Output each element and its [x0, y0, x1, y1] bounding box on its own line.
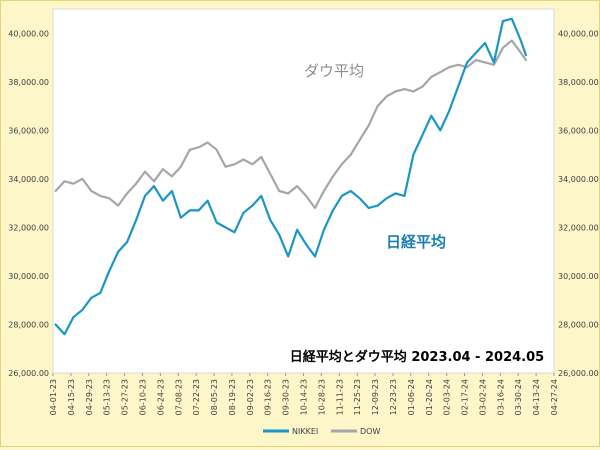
y-tick-label-left: 40,000.00 — [8, 29, 49, 38]
y-tick-label-right: 40,000.00 — [558, 29, 599, 38]
annotation-dow: ダウ平均 — [304, 62, 364, 80]
x-tick-label: 05-27-23 — [121, 379, 130, 415]
legend-label-nikkei: NIKKEI — [292, 427, 318, 436]
x-tick-label: 02-17-24 — [461, 379, 470, 415]
y-tick-label-right: 28,000.00 — [558, 320, 599, 329]
series-line-dow — [54, 39, 528, 210]
x-tick-label: 10-28-23 — [317, 379, 326, 415]
x-tick-label: 01-06-24 — [407, 379, 416, 415]
x-tick-label: 03-02-24 — [478, 379, 487, 415]
x-tick-label: 11-11-23 — [335, 379, 344, 415]
x-tick-label: 04-27-24 — [550, 379, 559, 415]
plot-area — [52, 8, 555, 374]
x-tick-label: 07-22-23 — [192, 379, 201, 415]
y-tick-label-left: 36,000.00 — [8, 126, 49, 135]
x-tick-label: 12-09-23 — [371, 379, 380, 415]
chart-title: 日経平均とダウ平均 2023.04 - 2024.05 — [290, 349, 544, 365]
x-tick-label: 09-02-23 — [246, 379, 255, 415]
x-tick-label: 01-20-24 — [425, 379, 434, 415]
y-axis-left: 26,000.00 28,000.00 30,000.00 32,000.00 34,0… — [8, 29, 49, 378]
y-tick-label-right: 30,000.00 — [558, 272, 599, 281]
series-line-nikkei — [54, 17, 528, 336]
x-tick-label: 09-30-23 — [282, 379, 291, 415]
x-tick-label: 05-13-23 — [103, 379, 112, 415]
legend-label-dow: DOW — [360, 427, 380, 436]
y-tick-label-left: 30,000.00 — [8, 272, 49, 281]
title-box — [283, 339, 551, 371]
x-tick-label: 04-15-23 — [67, 379, 76, 415]
x-tick-label: 09-16-23 — [264, 379, 273, 415]
x-axis: 04-01-23 04-15-23 04-29-23 05-13-23 05-27-23… — [49, 373, 559, 415]
x-tick-label: 04-13-24 — [532, 379, 541, 415]
x-tick-label: 04-29-23 — [85, 379, 94, 415]
y-tick-label-right: 38,000.00 — [558, 78, 599, 87]
x-tick-label: 06-10-23 — [138, 379, 147, 415]
x-tick-label: 07-08-23 — [174, 379, 183, 415]
series-lines — [54, 17, 528, 336]
y-tick-label-left: 38,000.00 — [8, 78, 49, 87]
x-tick-label: 04-01-23 — [49, 379, 58, 415]
x-tick-label: 03-16-24 — [496, 379, 505, 415]
plot-background — [52, 8, 555, 374]
legend: NIKKEI DOW — [263, 427, 380, 436]
y-axis-right: 26,000.00 28,000.00 30,000.00 32,000.00 34,0… — [558, 29, 599, 378]
y-tick-label-right: 34,000.00 — [558, 175, 599, 184]
x-tick-label: 06-24-23 — [156, 379, 165, 415]
x-tick-label: 08-05-23 — [210, 379, 219, 415]
annotation-nikkei: 日経平均 — [386, 233, 446, 251]
x-tick-label: 11-25-23 — [353, 379, 362, 415]
y-tick-label-left: 32,000.00 — [8, 223, 49, 232]
y-tick-label-left: 28,000.00 — [8, 320, 49, 329]
y-tick-label-right: 26,000.00 — [558, 369, 599, 378]
x-tick-label: 03-30-24 — [514, 379, 523, 415]
y-tick-label-left: 26,000.00 — [8, 369, 49, 378]
y-tick-label-right: 32,000.00 — [558, 223, 599, 232]
y-tick-label-right: 36,000.00 — [558, 126, 599, 135]
x-tick-label: 08-19-23 — [228, 379, 237, 415]
x-tick-label: 10-14-23 — [300, 379, 309, 415]
y-tick-label-left: 34,000.00 — [8, 175, 49, 184]
x-tick-label: 02-03-24 — [443, 379, 452, 415]
x-tick-label: 12-23-23 — [389, 379, 398, 415]
